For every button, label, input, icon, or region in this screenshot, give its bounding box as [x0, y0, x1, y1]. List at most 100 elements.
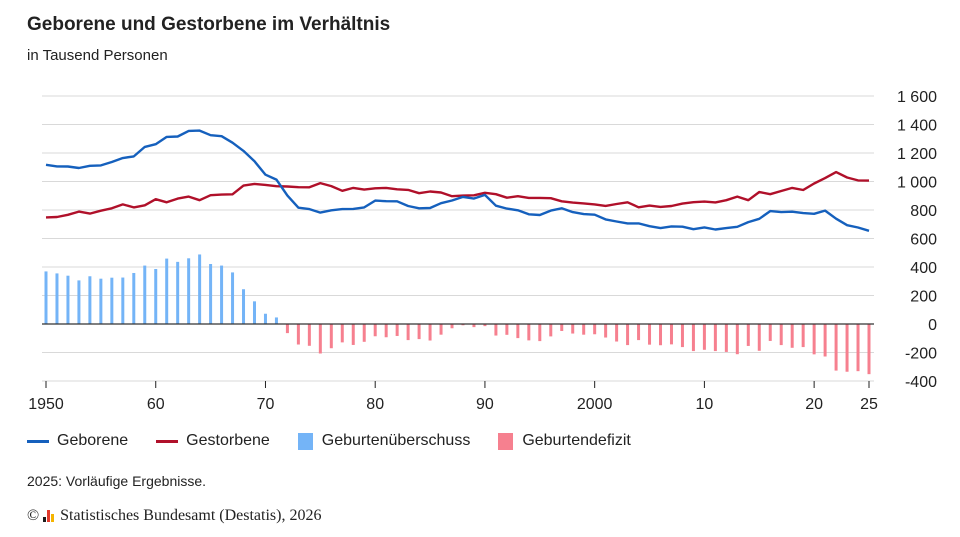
legend-swatch-deficit	[498, 432, 514, 450]
legend-label-born: Geborene	[57, 432, 129, 449]
x-tick-label: 25	[860, 396, 878, 413]
bar-deficit	[845, 324, 849, 372]
bar-deficit	[516, 324, 520, 339]
y-tick-label: 0	[928, 317, 937, 334]
bar-deficit	[527, 324, 531, 341]
legend-item-deficit: Geburtendefizit	[498, 432, 631, 450]
x-tick-label: 10	[696, 396, 714, 413]
bar-deficit	[285, 324, 289, 334]
legend-swatch-surplus	[297, 432, 313, 450]
legend-label-died: Gestorbene	[186, 432, 270, 449]
bar-deficit	[461, 324, 465, 326]
bar-deficit	[768, 324, 772, 341]
legend: Geborene Gestorbene Geburtenüberschuss G…	[27, 432, 659, 450]
bar-surplus	[209, 264, 213, 324]
x-tick-label: 2000	[577, 396, 613, 413]
source-credit: © Statistisches Bundesamt (Destatis), 20…	[27, 507, 321, 525]
bar-deficit	[680, 324, 684, 348]
bar-deficit	[406, 324, 410, 341]
bar-deficit	[472, 324, 476, 328]
bar-surplus	[44, 271, 48, 324]
bar-deficit	[713, 324, 717, 352]
bar-deficit	[494, 324, 498, 336]
bar-deficit	[384, 324, 388, 338]
bar-surplus	[198, 254, 202, 324]
bar-deficit	[450, 324, 454, 329]
bar-deficit	[505, 324, 509, 335]
bar-deficit	[834, 324, 838, 371]
bar-deficit	[790, 324, 794, 348]
bar-deficit	[659, 324, 663, 346]
legend-item-died: Gestorbene	[156, 432, 270, 450]
bar-surplus	[132, 272, 136, 324]
bar-deficit	[779, 324, 783, 346]
bar-deficit	[812, 324, 816, 355]
bar-deficit	[351, 324, 355, 345]
x-tick-label: 90	[476, 396, 494, 413]
destatis-logo-icon	[43, 510, 55, 522]
bar-deficit	[340, 324, 344, 343]
bar-deficit	[318, 324, 322, 354]
bar-deficit	[428, 324, 432, 341]
chart-subtitle: in Tausend Personen	[27, 47, 168, 64]
x-tick-label: 20	[805, 396, 823, 413]
y-tick-label: 1 400	[897, 118, 937, 135]
bar-deficit	[549, 324, 553, 337]
grid-lines	[42, 95, 874, 382]
line-geborene	[45, 129, 870, 232]
y-tick-label: -200	[905, 346, 937, 363]
bars	[44, 254, 871, 375]
y-tick-label: 1 600	[897, 89, 937, 106]
bar-surplus	[252, 301, 256, 324]
bar-deficit	[648, 324, 652, 345]
legend-item-born: Geborene	[27, 432, 128, 450]
bar-deficit	[395, 324, 399, 336]
bar-deficit	[439, 324, 443, 335]
x-tick-label: 80	[366, 396, 384, 413]
bar-deficit	[373, 324, 377, 337]
bar-deficit	[582, 324, 586, 335]
bar-deficit	[571, 324, 575, 334]
x-tick-label: 70	[257, 396, 275, 413]
bar-deficit	[757, 324, 761, 351]
copyright-symbol: ©	[27, 507, 40, 524]
bar-surplus	[220, 265, 224, 324]
y-tick-label: 800	[910, 203, 937, 220]
bar-surplus	[121, 277, 125, 324]
bar-deficit	[724, 324, 728, 352]
bar-surplus	[55, 273, 59, 324]
bar-deficit	[746, 324, 750, 346]
bar-surplus	[187, 258, 191, 324]
legend-item-surplus: Geburtenüberschuss	[297, 432, 471, 450]
bar-surplus	[143, 265, 147, 324]
line-gestorbene	[45, 170, 870, 219]
chart-title: Geborene und Gestorbene im Verhältnis	[27, 14, 391, 35]
bar-deficit	[307, 324, 311, 346]
y-tick-label: 1 200	[897, 146, 937, 163]
legend-swatch-died	[156, 439, 179, 443]
bar-surplus	[88, 276, 92, 324]
legend-label-surplus: Geburtenüberschuss	[321, 432, 471, 449]
y-tick-label: -400	[905, 374, 937, 391]
legend-swatch-born	[27, 439, 49, 443]
bar-deficit	[362, 324, 366, 342]
bar-deficit	[560, 324, 564, 331]
y-axis-ticks: 1 600 1 400 1 200 1 000 800 600 400 200 0 -200 -40…	[897, 89, 937, 391]
bar-deficit	[626, 324, 630, 346]
bar-deficit	[615, 324, 619, 342]
bar-surplus	[176, 261, 180, 324]
bar-deficit	[329, 324, 333, 349]
series-lines	[45, 129, 870, 232]
bar-surplus	[165, 258, 169, 324]
bar-deficit	[483, 324, 487, 327]
y-tick-label: 200	[910, 289, 937, 306]
x-tick-label: 1950	[28, 396, 64, 413]
bar-surplus	[231, 272, 235, 324]
y-tick-label: 1 000	[897, 175, 937, 192]
bar-surplus	[66, 275, 70, 324]
bar-deficit	[801, 324, 805, 348]
bar-deficit	[702, 324, 706, 350]
bar-deficit	[593, 324, 597, 335]
y-tick-label: 600	[910, 232, 937, 249]
bar-deficit	[669, 324, 673, 345]
